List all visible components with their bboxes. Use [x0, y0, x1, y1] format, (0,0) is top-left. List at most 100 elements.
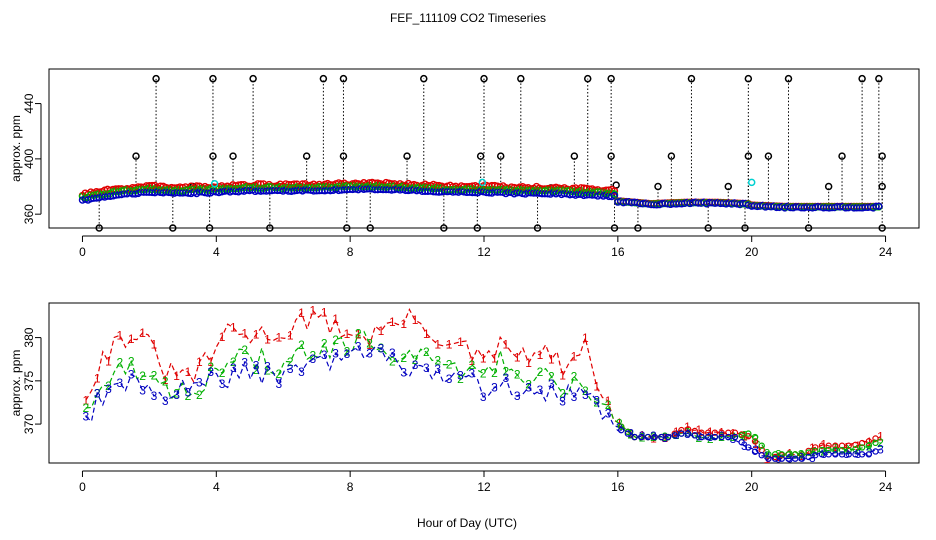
- series-2-marker: 2: [310, 348, 317, 362]
- highlight-point: [478, 178, 487, 187]
- series-1-marker: 1: [537, 348, 544, 362]
- series-2-marker: 2: [151, 369, 158, 383]
- series-3-marker: 3: [446, 372, 453, 386]
- series-1-marker: 1: [128, 332, 135, 346]
- series-3-tail-point: [671, 432, 678, 439]
- series-3-marker: 3: [639, 429, 646, 443]
- high-spike-marker: [784, 74, 793, 83]
- y-tick-label: 380: [22, 327, 36, 347]
- series-3-tail-point: [872, 448, 879, 455]
- series-2-tail-point: [845, 446, 852, 454]
- series-2-marker: 2: [275, 367, 282, 381]
- low-spike-marker: [473, 224, 482, 232]
- x-tick-label: 24: [879, 245, 893, 259]
- series-1-marker: 1: [480, 351, 487, 365]
- series-3-marker: 3: [230, 361, 237, 375]
- series-1-tail-point: [751, 438, 759, 445]
- series-3-marker: 3: [219, 377, 226, 391]
- series-3-marker: 3: [661, 431, 668, 445]
- mid-spike-marker: [838, 152, 846, 160]
- series-1-line: [85, 307, 881, 460]
- high-spike-marker: [480, 74, 488, 83]
- top-panel: 0 4 8 12 16 20 24 360 400 440 approx. ppm: [9, 68, 920, 259]
- series-1-marker: 1: [423, 327, 430, 341]
- series-1-marker: 1: [196, 355, 203, 369]
- series-3-marker: 3: [298, 365, 305, 379]
- series-1-marker: 1: [548, 352, 555, 366]
- series-1-tail-point: [711, 429, 719, 436]
- series-1-marker: 1: [344, 327, 351, 341]
- plot-frame: [48, 68, 920, 229]
- series-3-marker: 3: [207, 365, 214, 379]
- series-1-marker: 1: [650, 432, 657, 446]
- series-2-marker: 2: [582, 384, 589, 398]
- series-2-tail-point: [771, 451, 779, 458]
- series-3-marker: 3: [548, 377, 555, 391]
- series-3-marker: 3: [593, 394, 600, 408]
- y-tick-label: 370: [22, 414, 36, 434]
- series-3-marker: 3: [684, 427, 691, 441]
- series-2-tail-point: [805, 449, 812, 456]
- series-3-tail-point: [651, 433, 658, 441]
- series-2-tail-point: [872, 439, 879, 447]
- series-3-marker: 3: [151, 389, 158, 403]
- series-2-marker: 2: [457, 372, 464, 386]
- series-3-tail-point: [731, 433, 739, 441]
- series-2-tail-point: [858, 444, 866, 451]
- x-tick-label: 16: [611, 480, 625, 494]
- series-2-tail-point: [765, 451, 772, 458]
- series-1-tail-point: [684, 426, 692, 433]
- mid-spike-marker: [476, 152, 485, 160]
- series-3-marker: 3: [741, 439, 748, 453]
- series-3-tail-point: [818, 451, 826, 458]
- series-3-tail-point: [751, 448, 759, 455]
- series-3-marker: 3: [378, 342, 385, 356]
- series-2-marker: 2: [196, 388, 203, 402]
- x-tick-label: 16: [611, 245, 625, 259]
- series-2-marker: 2: [253, 363, 260, 377]
- series-2-marker: 2: [389, 354, 396, 368]
- series-3-tail-point: [785, 455, 792, 462]
- series-2-tail-point: [751, 433, 759, 441]
- series-2-marker: 2: [219, 366, 226, 380]
- small-spike-marker: [824, 182, 833, 191]
- series-3-tail-point: [825, 451, 832, 458]
- series-3-marker: 3: [82, 410, 89, 424]
- series-1-marker: 1: [775, 450, 782, 464]
- series-1-tail-point: [818, 442, 826, 449]
- series-2-marker: 2: [332, 333, 339, 347]
- mid-spike-marker: [764, 152, 773, 160]
- series-2-marker: 2: [264, 363, 271, 377]
- series-2-marker: 2: [446, 358, 453, 372]
- mid-spike-marker: [744, 152, 753, 160]
- series-2-marker: 2: [468, 358, 475, 372]
- series-3-marker: 3: [162, 394, 169, 408]
- series-1-marker: 1: [696, 423, 703, 437]
- series-3-tail-point: [838, 451, 846, 458]
- series-1-marker: 1: [151, 337, 158, 351]
- series-1-tail-point: [725, 429, 732, 436]
- series-1-marker: 1: [94, 371, 101, 385]
- series-2-marker: 2: [605, 398, 612, 412]
- mid-spike-marker: [209, 152, 217, 160]
- series-3-marker: 3: [185, 385, 192, 399]
- series-3-marker: 3: [525, 380, 532, 394]
- mid-spike-marker: [607, 152, 615, 160]
- series-3-marker: 3: [775, 452, 782, 466]
- x-tick-label: 12: [477, 245, 491, 259]
- series-2-marker: 2: [287, 355, 294, 369]
- low-spike-marker: [205, 224, 214, 232]
- high-spike-marker: [858, 74, 866, 83]
- series-1-marker: 1: [321, 305, 328, 319]
- series-2-tail-point: [838, 446, 846, 454]
- series-3-marker: 3: [457, 368, 464, 382]
- high-spike-marker: [319, 74, 328, 83]
- highlight-point: [747, 178, 756, 187]
- x-axis-label: Hour of Day (UTC): [417, 516, 517, 530]
- series-3-point: [872, 202, 880, 211]
- low-spike-marker: [610, 224, 619, 232]
- series-1-marker: 1: [219, 330, 226, 344]
- series-2-marker: 2: [684, 425, 691, 439]
- high-spike-marker: [875, 74, 883, 83]
- series-3-marker: 3: [253, 359, 260, 373]
